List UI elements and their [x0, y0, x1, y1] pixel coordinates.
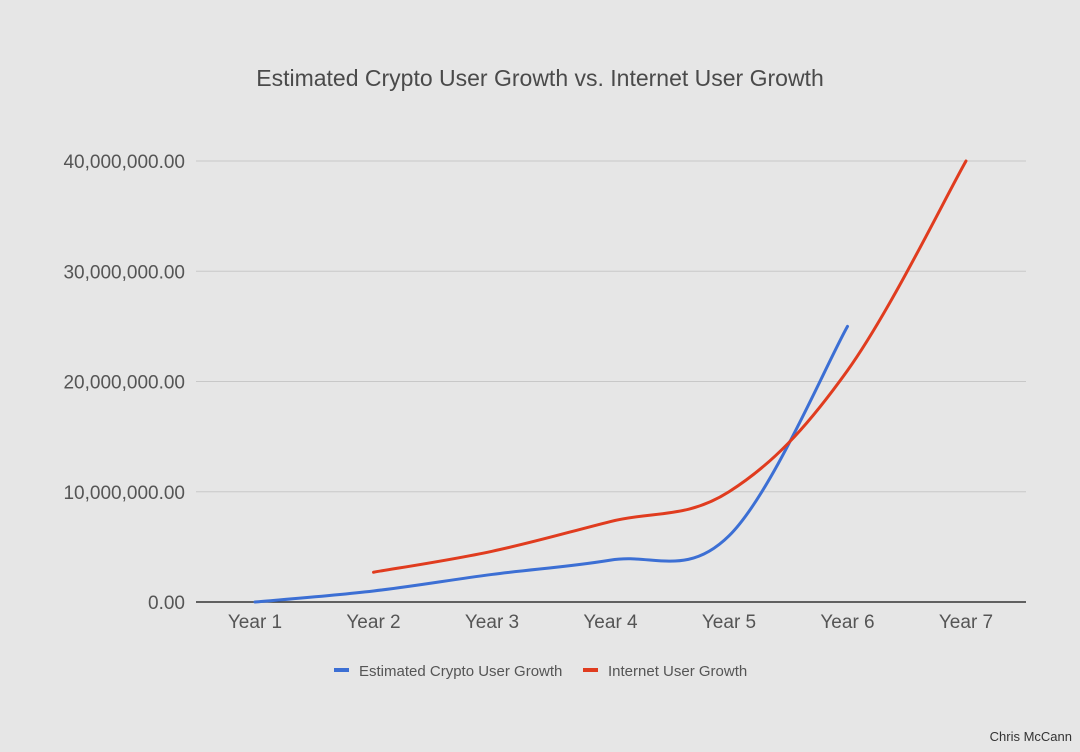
x-tick-label: Year 6 [820, 612, 874, 633]
legend-label: Internet User Growth [608, 663, 747, 680]
x-axis: Year 1 Year 2 Year 3 Year 4 Year 5 Year 6 Year… [228, 612, 993, 633]
x-tick-label: Year 4 [583, 612, 638, 633]
series-line [253, 324, 849, 604]
gridlines [196, 160, 1026, 603]
legend: Estimated Crypto User Growth Internet Use… [334, 663, 747, 680]
x-tick-label: Year 3 [465, 612, 519, 633]
x-tick-label: Year 2 [346, 612, 400, 633]
y-tick-label: 40,000,000.00 [63, 152, 185, 173]
y-tick-label: 20,000,000.00 [63, 373, 185, 394]
y-tick-label: 10,000,000.00 [63, 483, 185, 504]
credit-text: Chris McCann [989, 729, 1072, 744]
y-tick-label: 30,000,000.00 [63, 262, 185, 283]
chart-title: Estimated Crypto User Growth vs. Interne… [256, 65, 824, 91]
y-axis: 0.00 10,000,000.00 20,000,000.00 30,000,000… [63, 152, 185, 614]
y-tick-label: 0.00 [148, 593, 185, 614]
x-tick-label: Year 1 [228, 612, 282, 633]
x-tick-label: Year 5 [702, 612, 756, 633]
x-tick-label: Year 7 [939, 612, 993, 633]
legend-label: Estimated Crypto User Growth [359, 663, 562, 680]
series-line [372, 159, 968, 574]
series-lines [253, 159, 968, 604]
